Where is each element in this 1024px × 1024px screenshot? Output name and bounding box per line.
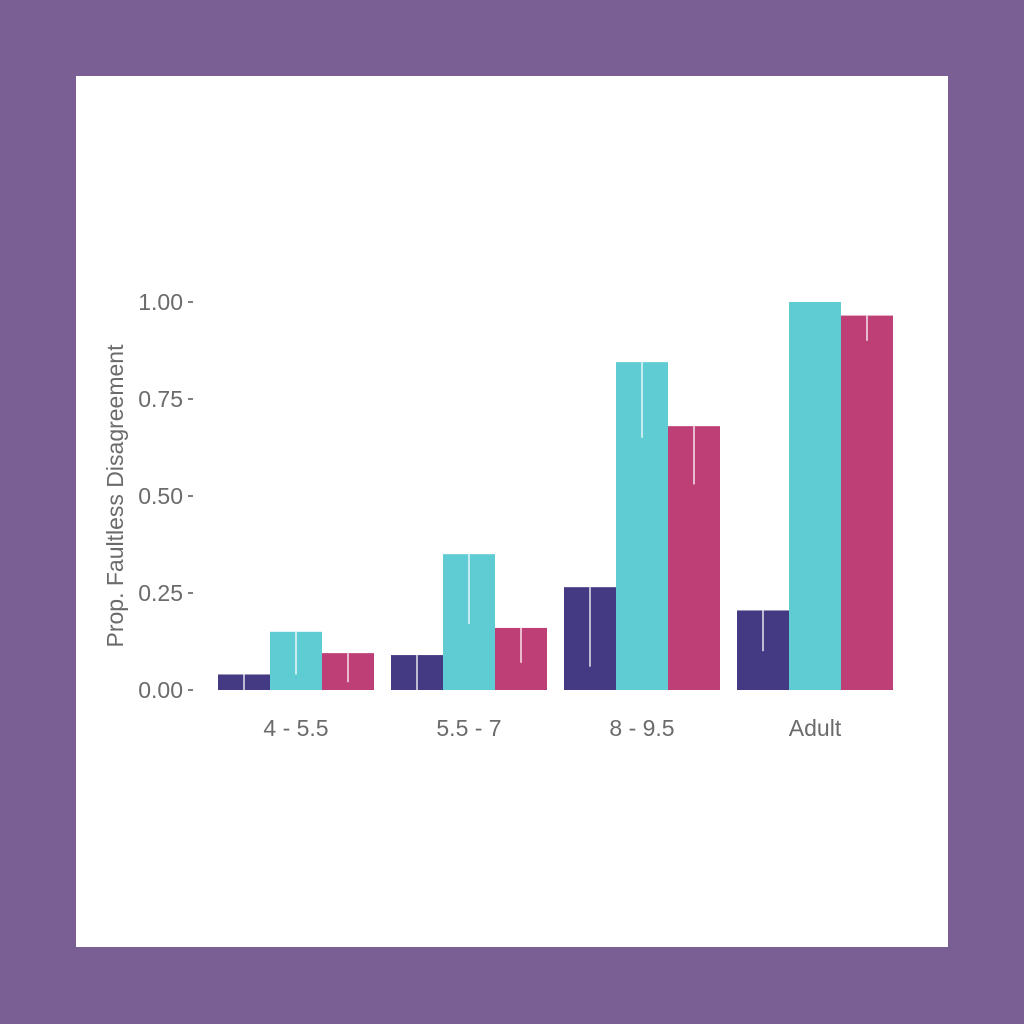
y-tick-label-5: 1.00: [138, 289, 183, 315]
bar-2-4: [789, 302, 841, 690]
y-tick-label-3: 0.50: [138, 483, 183, 509]
bars-layer: [218, 302, 893, 690]
y-axis-title: Prop. Faultless Disagreement: [102, 344, 128, 648]
x-tick-label-3: 8 - 9.5: [609, 715, 674, 741]
y-tick-label-4: 0.75: [138, 386, 183, 412]
x-tick-label-1: 4 - 5.5: [263, 715, 328, 741]
x-tick-label-2: 5.5 - 7: [436, 715, 501, 741]
y-tick-label-2: 0.25: [138, 580, 183, 606]
y-tick-label-1: 0.00: [138, 677, 183, 703]
bar-3-4: [841, 315, 893, 690]
error-bars-layer: [243, 315, 868, 690]
x-tick-label-4: Adult: [789, 715, 842, 741]
y-axis: 0.00 0.25 0.50 0.75 1.00: [138, 289, 193, 703]
x-axis: 4 - 5.5 5.5 - 7 8 - 9.5 Adult: [263, 715, 841, 741]
